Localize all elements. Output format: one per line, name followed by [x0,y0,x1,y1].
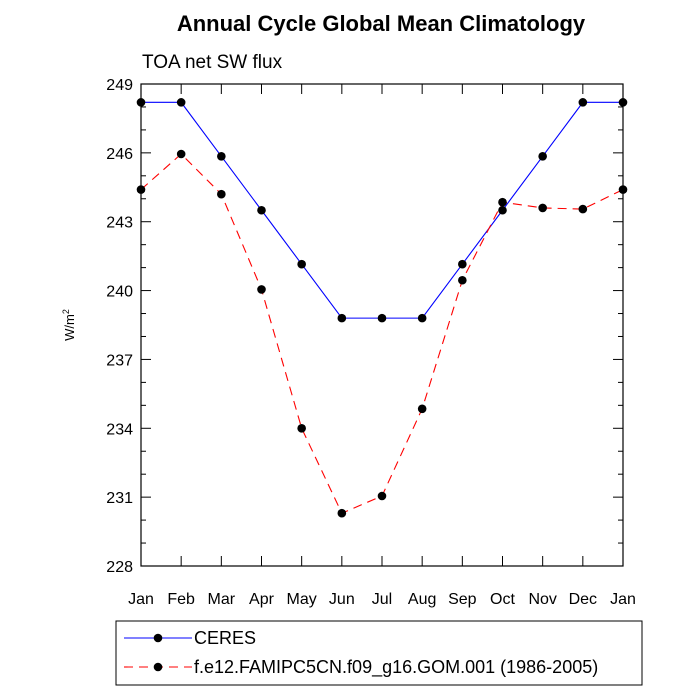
legend-label-1: CERES [194,628,256,648]
y-tick-label: 246 [106,146,133,163]
chart-subtitle: TOA net SW flux [142,52,283,73]
data-point-series-2 [136,185,146,194]
legend-marker-2 [153,662,163,672]
y-axis-label: W/m2 [61,309,77,341]
y-tick-label: 240 [106,284,133,301]
y-tick-label: 234 [106,421,133,438]
data-point-series-2 [176,149,186,159]
data-point-series-2 [297,423,306,433]
y-tick-label: 231 [106,490,133,507]
data-point-series-2 [578,204,588,214]
x-tick-label: Feb [167,591,195,608]
data-point-series-1 [217,152,226,161]
data-point-series-2 [217,189,226,199]
y-axis-label-text: W/m [62,314,77,341]
x-tick-label: Mar [208,591,236,608]
plot-area: 249 246 243 240 237 234 231 228 Jan Feb Mar Apr May J… [106,77,636,608]
data-point-series-1 [618,98,628,107]
x-tick-label: Aug [408,591,436,608]
x-tick-label: Jan [610,591,636,608]
x-tick-label: Sep [448,591,477,608]
x-tick-label: May [287,591,317,608]
data-point-series-2 [377,491,387,501]
data-point-series-1 [297,259,306,269]
y-tick-label: 237 [106,352,133,369]
data-point-series-2 [618,185,628,194]
legend-box [115,620,643,686]
x-tick-label: Nov [528,591,556,608]
legend: CERES f.e12.FAMIPC5CN.f09_g16.GOM.001 (19… [115,620,643,686]
data-point-series-1 [417,313,427,323]
data-point-series-1 [176,98,186,107]
data-point-series-1 [538,152,547,161]
x-tick-label: Jun [329,591,355,608]
x-tick-label: Oct [490,591,515,608]
x-tick-label: Jul [372,591,392,608]
series-line-1 [141,101,623,319]
data-point-series-1 [136,98,146,107]
x-tick-label: Jan [128,591,154,608]
legend-label-2: f.e12.FAMIPC5CN.f09_g16.GOM.001 (1986-20… [194,657,598,678]
data-point-series-1 [377,313,387,323]
y-tick-label: 228 [106,559,133,576]
data-point-series-2 [538,203,547,213]
data-point-series-1 [578,98,588,107]
chart-title: Annual Cycle Global Mean Climatology [177,11,586,36]
x-tick-label: Apr [249,591,275,608]
series-line-2 [140,153,624,514]
data-point-series-2 [498,197,507,207]
y-axis-label-superscript: 2 [61,309,71,314]
legend-marker-1 [153,633,163,643]
data-point-series-2 [337,508,347,518]
data-point-series-2 [417,404,427,414]
x-tick-label: Dec [569,591,597,608]
data-point-series-1 [257,205,266,215]
data-point-series-1 [498,205,507,215]
data-point-series-1 [458,259,467,269]
y-tick-label: 249 [106,77,133,94]
data-point-series-1 [337,313,347,323]
data-point-series-2 [458,275,467,285]
data-point-series-2 [257,285,266,294]
y-tick-label: 243 [106,215,133,232]
